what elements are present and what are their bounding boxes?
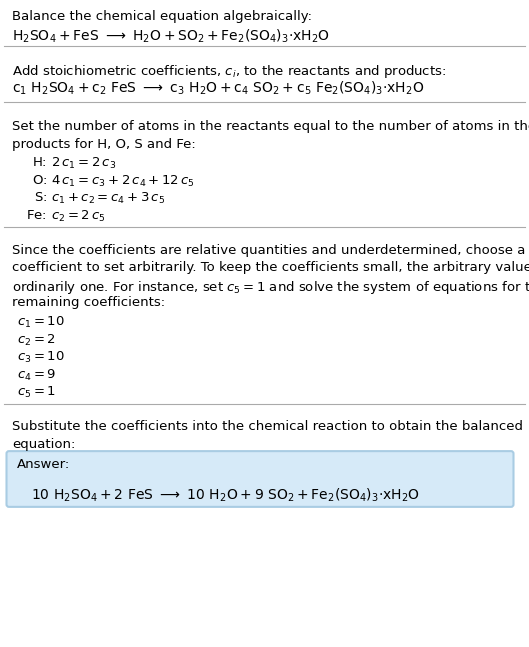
Text: $c_5 = 1$: $c_5 = 1$	[17, 386, 56, 400]
Text: Set the number of atoms in the reactants equal to the number of atoms in the: Set the number of atoms in the reactants…	[12, 120, 529, 133]
Text: remaining coefficients:: remaining coefficients:	[12, 296, 165, 309]
Text: $\mathrm{Fe}$:: $\mathrm{Fe}$:	[26, 208, 47, 222]
Text: Since the coefficients are relative quantities and underdetermined, choose a: Since the coefficients are relative quan…	[12, 244, 525, 257]
Text: $c_2 = 2$: $c_2 = 2$	[17, 333, 56, 348]
Text: $\mathrm{10\ H_2SO_4 + 2\ FeS \ {\longrightarrow} \ 10\ H_2O + 9\ SO_2 + Fe_2(SO: $\mathrm{10\ H_2SO_4 + 2\ FeS \ {\longri…	[31, 487, 420, 504]
Text: Balance the chemical equation algebraically:: Balance the chemical equation algebraica…	[12, 10, 312, 23]
Text: Answer:: Answer:	[17, 457, 70, 470]
Text: $\mathrm{H}$:: $\mathrm{H}$:	[32, 156, 47, 169]
Text: $c_4 = 9$: $c_4 = 9$	[17, 368, 56, 383]
Text: products for H, O, S and Fe:: products for H, O, S and Fe:	[12, 138, 196, 151]
Text: $\mathrm{O}$:: $\mathrm{O}$:	[32, 173, 47, 186]
Text: $c_1 + c_2 = c_4 + 3\,c_5$: $c_1 + c_2 = c_4 + 3\,c_5$	[51, 191, 165, 206]
Text: coefficient to set arbitrarily. To keep the coefficients small, the arbitrary va: coefficient to set arbitrarily. To keep …	[12, 261, 529, 274]
Text: $c_3 = 10$: $c_3 = 10$	[17, 351, 65, 366]
Text: $\mathrm{H_2SO_4 + FeS \ {\longrightarrow} \ H_2O + SO_2 + Fe_2(SO_4)_3{\cdot}xH: $\mathrm{H_2SO_4 + FeS \ {\longrightarro…	[12, 28, 330, 45]
Text: $\mathrm{c_1\ H_2SO_4 + c_2\ FeS \ {\longrightarrow} \ c_3\ H_2O + c_4\ SO_2 + c: $\mathrm{c_1\ H_2SO_4 + c_2\ FeS \ {\lon…	[12, 80, 424, 98]
Text: ordinarily one. For instance, set $c_5 = 1$ and solve the system of equations fo: ordinarily one. For instance, set $c_5 =…	[12, 279, 529, 296]
Text: $c_2 = 2\,c_5$: $c_2 = 2\,c_5$	[51, 208, 106, 224]
Text: equation:: equation:	[12, 438, 75, 451]
Text: $4\,c_1 = c_3 + 2\,c_4 + 12\,c_5$: $4\,c_1 = c_3 + 2\,c_4 + 12\,c_5$	[51, 173, 195, 189]
Text: Substitute the coefficients into the chemical reaction to obtain the balanced: Substitute the coefficients into the che…	[12, 421, 523, 433]
Text: Add stoichiometric coefficients, $c_i$, to the reactants and products:: Add stoichiometric coefficients, $c_i$, …	[12, 63, 446, 80]
Text: $c_1 = 10$: $c_1 = 10$	[17, 315, 65, 331]
FancyBboxPatch shape	[6, 451, 514, 507]
Text: $2\,c_1 = 2\,c_3$: $2\,c_1 = 2\,c_3$	[51, 156, 116, 171]
Text: $\mathrm{S}$:: $\mathrm{S}$:	[34, 191, 47, 204]
